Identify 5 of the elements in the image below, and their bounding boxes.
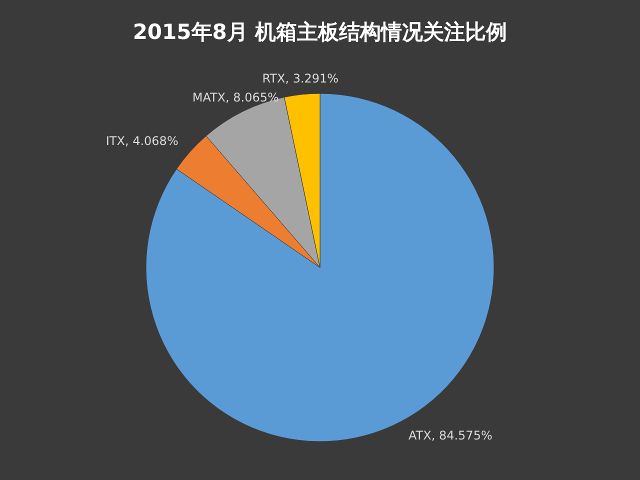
slice-label: ITX, 4.068% [106,134,178,148]
slice-label: ATX, 84.575% [408,428,492,443]
slice-label: RTX, 3.291% [262,72,339,86]
chart-title: 2015年8月 机箱主板结构情况关注比例 [132,20,508,44]
slice-label: MATX, 8.065% [192,90,279,104]
